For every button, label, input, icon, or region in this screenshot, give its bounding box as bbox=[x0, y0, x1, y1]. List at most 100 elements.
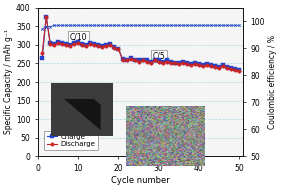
Discharge bbox=[197, 64, 200, 67]
Discharge bbox=[56, 42, 60, 44]
Charge bbox=[97, 44, 100, 46]
Charge bbox=[201, 64, 205, 67]
Discharge bbox=[229, 68, 233, 70]
Discharge bbox=[213, 66, 216, 68]
Charge bbox=[77, 41, 80, 43]
Discharge bbox=[149, 62, 152, 64]
Discharge bbox=[73, 43, 76, 45]
Discharge bbox=[189, 64, 192, 67]
Discharge bbox=[133, 59, 136, 62]
Discharge bbox=[137, 60, 140, 63]
Charge bbox=[149, 60, 152, 63]
Discharge bbox=[205, 64, 209, 67]
Discharge bbox=[237, 70, 241, 72]
Charge bbox=[213, 65, 216, 67]
Discharge bbox=[169, 62, 172, 64]
Discharge bbox=[69, 44, 72, 47]
Charge bbox=[101, 44, 104, 47]
Charge bbox=[137, 59, 140, 62]
Discharge bbox=[40, 52, 44, 54]
Discharge bbox=[193, 63, 196, 65]
Charge bbox=[40, 57, 44, 59]
Charge bbox=[53, 43, 56, 45]
Charge bbox=[109, 43, 112, 45]
Discharge bbox=[101, 46, 104, 48]
Charge bbox=[56, 41, 60, 43]
Y-axis label: Specific Capacity / mAh g⁻¹: Specific Capacity / mAh g⁻¹ bbox=[4, 30, 13, 135]
Discharge bbox=[145, 60, 148, 63]
Charge bbox=[121, 58, 124, 60]
Discharge bbox=[217, 67, 221, 69]
Discharge bbox=[61, 43, 64, 45]
Discharge bbox=[45, 16, 48, 18]
Discharge bbox=[105, 44, 108, 47]
Discharge bbox=[117, 48, 120, 50]
Discharge bbox=[49, 43, 52, 45]
Discharge bbox=[77, 42, 80, 44]
Discharge bbox=[165, 60, 168, 63]
Charge bbox=[89, 42, 92, 44]
Discharge bbox=[109, 44, 112, 46]
Discharge bbox=[129, 58, 132, 60]
Discharge bbox=[161, 62, 164, 64]
Charge bbox=[181, 60, 184, 63]
Line: Discharge: Discharge bbox=[40, 15, 241, 73]
Charge bbox=[85, 44, 88, 46]
Charge bbox=[125, 59, 128, 61]
Charge bbox=[61, 42, 64, 44]
Discharge bbox=[153, 59, 156, 62]
Charge bbox=[197, 63, 200, 65]
Charge bbox=[145, 59, 148, 62]
X-axis label: Cycle number: Cycle number bbox=[111, 176, 170, 185]
Charge bbox=[229, 67, 233, 69]
Charge bbox=[217, 66, 221, 68]
Charge bbox=[65, 43, 68, 45]
Discharge bbox=[201, 65, 205, 67]
Charge bbox=[165, 59, 168, 62]
Charge bbox=[173, 62, 176, 64]
Charge bbox=[45, 16, 48, 18]
Charge bbox=[169, 60, 172, 63]
Discharge bbox=[89, 43, 92, 45]
Discharge bbox=[113, 47, 116, 49]
Charge bbox=[81, 43, 84, 45]
Charge bbox=[49, 42, 52, 44]
Charge bbox=[73, 42, 76, 44]
Discharge bbox=[97, 44, 100, 47]
Y-axis label: Coulombic efficiency / %: Coulombic efficiency / % bbox=[268, 35, 277, 129]
Discharge bbox=[125, 59, 128, 62]
Charge bbox=[69, 44, 72, 46]
Charge bbox=[141, 59, 144, 61]
Charge bbox=[237, 69, 241, 71]
Discharge bbox=[233, 69, 237, 71]
Discharge bbox=[173, 62, 176, 65]
Charge bbox=[105, 44, 108, 46]
Charge bbox=[93, 43, 96, 45]
Charge bbox=[161, 60, 164, 63]
Discharge bbox=[185, 63, 188, 65]
Legend: Charge, Discharge: Charge, Discharge bbox=[44, 131, 98, 150]
Line: Charge: Charge bbox=[40, 15, 241, 72]
Discharge bbox=[177, 63, 180, 65]
Charge bbox=[189, 63, 192, 65]
Discharge bbox=[221, 65, 225, 67]
Charge bbox=[177, 62, 180, 65]
Discharge bbox=[53, 44, 56, 46]
Charge bbox=[193, 62, 196, 65]
Charge bbox=[205, 63, 209, 65]
Text: C/5: C/5 bbox=[152, 52, 165, 60]
Discharge bbox=[121, 59, 124, 61]
Discharge bbox=[225, 67, 228, 69]
Charge bbox=[113, 46, 116, 48]
Charge bbox=[233, 68, 237, 70]
Charge bbox=[117, 47, 120, 50]
Charge bbox=[157, 59, 160, 62]
Charge bbox=[153, 59, 156, 61]
Discharge bbox=[65, 44, 68, 46]
Charge bbox=[185, 62, 188, 65]
Discharge bbox=[209, 65, 212, 67]
Discharge bbox=[181, 62, 184, 64]
Charge bbox=[129, 57, 132, 59]
Discharge bbox=[93, 44, 96, 46]
Discharge bbox=[85, 44, 88, 47]
